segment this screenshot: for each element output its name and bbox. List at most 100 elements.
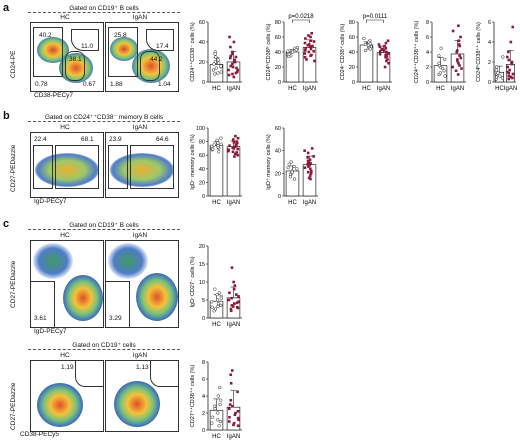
data-point-igan (229, 381, 233, 385)
data-point-igan (228, 291, 231, 295)
data-point-hc (216, 394, 221, 398)
data-point-hc (219, 398, 223, 402)
data-point-hc (494, 68, 498, 72)
flow-plot-b-igan: 23.9 64.6 (105, 132, 179, 198)
data-point-igan (236, 153, 240, 157)
significance-bracket (292, 19, 310, 23)
gate-box (108, 145, 128, 189)
y-axis-label: CD24⁻CD38⁺ cells (%) (339, 24, 346, 81)
y-tick-label: 20 (199, 244, 205, 250)
data-point-hc (286, 54, 291, 59)
data-point-igan (230, 296, 233, 300)
density-blob (59, 53, 93, 83)
data-point-igan (233, 152, 237, 156)
data-point-hc (216, 418, 220, 422)
data-point-igan (231, 72, 234, 76)
data-point-hc (210, 421, 214, 425)
y-tick-label: 80 (199, 140, 205, 146)
density-blob (114, 381, 160, 427)
gate-value: 0.78 (35, 81, 48, 88)
density-blob (33, 243, 73, 279)
data-point-igan (305, 58, 308, 61)
data-point-hc (292, 177, 297, 181)
cond-igan-a: IgAN (132, 14, 148, 21)
data-point-igan (235, 301, 239, 305)
y-tick-label: 40 (275, 149, 281, 155)
y-tick-label: 80 (275, 20, 281, 26)
y-tick-label: 2 (426, 65, 429, 71)
y-tick-label: 0 (278, 80, 281, 86)
y-axis-label: CD24ʰⁱCD38ʰⁱ cells (%) (265, 23, 272, 80)
density-blob (136, 273, 178, 321)
data-point-hc (217, 61, 221, 65)
y-axis-label: IgD⁻CD27⁻ cells (%) (190, 256, 196, 307)
data-point-igan (458, 64, 461, 67)
gate-value: 1.19 (61, 364, 74, 371)
data-point-igan (229, 54, 233, 58)
data-point-igan (235, 143, 238, 146)
y-tick-label: 6 (426, 35, 429, 41)
data-point-hc (213, 404, 217, 408)
y-tick-label: 100 (196, 126, 205, 132)
data-point-igan (383, 65, 387, 69)
data-point-igan (236, 390, 239, 394)
data-point-igan (230, 304, 234, 307)
data-point-igan (304, 37, 307, 40)
data-point-hc (437, 63, 442, 68)
data-point-igan (386, 58, 389, 61)
data-point-igan (507, 58, 511, 62)
x-axis-label-c1: IgD-PECy7 (34, 328, 67, 335)
gate-box (33, 145, 53, 189)
data-point-igan (231, 138, 235, 141)
data-point-hc (216, 58, 220, 62)
data-point-hc (216, 411, 220, 415)
y-tick-label: 40 (349, 50, 355, 56)
data-point-hc (214, 55, 218, 59)
data-point-igan (312, 49, 316, 53)
gate-box (71, 29, 99, 51)
data-point-igan (229, 307, 233, 311)
x-category-label: HC (362, 86, 371, 92)
data-point-hc (216, 144, 220, 148)
panel-letter-a: a (3, 2, 10, 14)
gate-box (108, 27, 138, 77)
data-point-hc (218, 402, 222, 407)
gate-value: 23.9 (109, 136, 122, 143)
data-point-hc (437, 54, 441, 58)
data-point-igan (306, 156, 309, 159)
density-blob (110, 153, 174, 187)
data-point-igan (236, 136, 240, 140)
data-point-igan (511, 25, 515, 29)
data-point-hc (218, 419, 223, 424)
data-point-igan (386, 39, 390, 43)
data-point-hc (217, 424, 221, 428)
y-axis-label: CD24⁺⁺CD38⁻ cells (%) (189, 22, 196, 82)
data-point-igan (234, 145, 238, 148)
data-point-hc (286, 49, 290, 53)
data-point-igan (237, 295, 240, 298)
gate-box (150, 361, 178, 387)
data-point-igan (509, 40, 513, 44)
data-point-hc (363, 42, 368, 47)
data-point-igan (303, 55, 307, 59)
data-point-igan (378, 49, 382, 53)
gate-box (33, 27, 63, 77)
y-axis-label: IgD⁺ memory cells (%) (265, 134, 272, 190)
y-tick-label: 60 (349, 35, 355, 41)
y-tick-label: 8 (426, 20, 429, 26)
data-point-igan (308, 174, 312, 177)
y-tick-label: 0 (202, 80, 205, 86)
y-tick-label: 0 (202, 428, 205, 434)
y-tick-label: 20 (349, 65, 355, 71)
data-point-igan (233, 284, 237, 287)
y-tick-label: 4 (202, 394, 205, 400)
y-tick-label: 0 (278, 194, 281, 200)
gate-value: 1.88 (110, 81, 123, 88)
gate-box (31, 281, 55, 327)
x-category-label: HC (212, 322, 221, 328)
data-point-igan (510, 60, 514, 64)
data-point-igan (227, 298, 231, 302)
y-axis-label: CD24⁺⁺CD38⁺⁺ cells (%) (413, 21, 420, 84)
gate-box (55, 145, 99, 189)
